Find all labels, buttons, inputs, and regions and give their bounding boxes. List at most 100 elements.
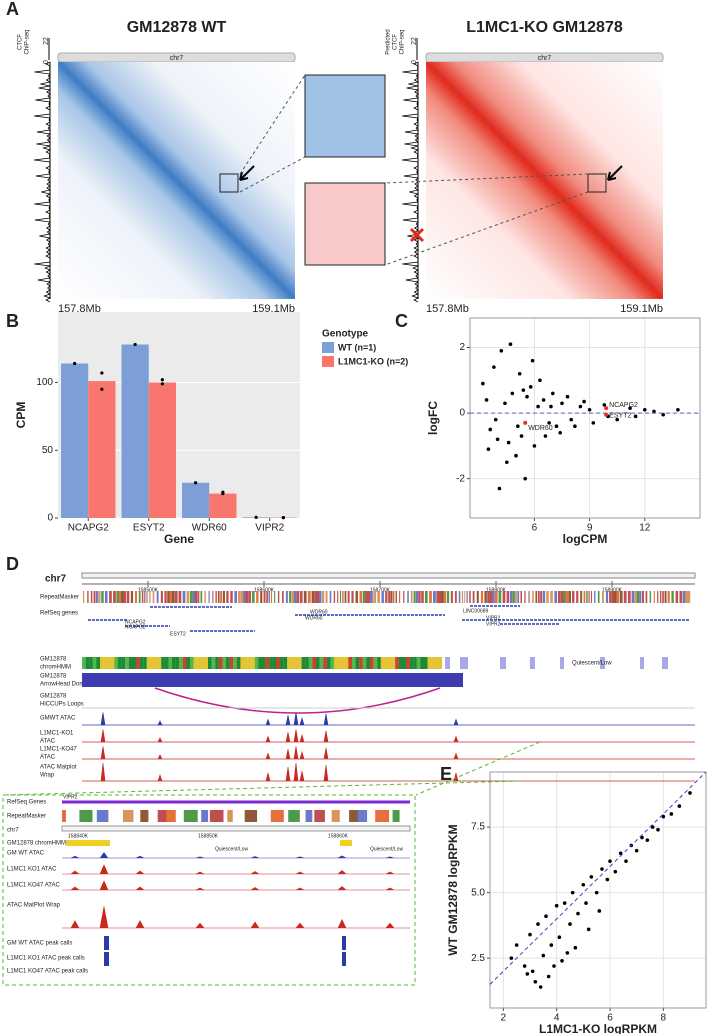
repeat xyxy=(260,591,263,603)
chromhmm-segment xyxy=(85,657,90,669)
repeat xyxy=(167,591,170,603)
repeat xyxy=(243,591,246,603)
track-label: ChIP-seq xyxy=(400,29,406,54)
chromhmm-segment xyxy=(125,657,129,669)
x-tick-label: WDR60 xyxy=(192,523,227,534)
chromhmm-segment xyxy=(204,657,209,669)
arrow xyxy=(607,165,623,181)
chromhmm-segment xyxy=(179,657,183,669)
point xyxy=(618,851,623,856)
ruler-label: 158860K xyxy=(328,833,349,839)
chrom-label: chr7 xyxy=(538,55,552,62)
chromhmm-segment xyxy=(460,657,468,669)
chromhmm-segment xyxy=(114,657,119,669)
plot-border xyxy=(489,771,707,1009)
zoom-box xyxy=(219,173,239,193)
point xyxy=(688,791,692,795)
point xyxy=(624,859,628,863)
repeat xyxy=(377,591,380,603)
point xyxy=(602,403,607,407)
repeat xyxy=(572,591,575,603)
track-label: chr7 xyxy=(7,828,19,834)
track-label: L1MC1 KO1 ATAC peak calls xyxy=(7,956,85,962)
scale-min: 0 xyxy=(411,60,418,64)
point xyxy=(530,358,535,363)
point xyxy=(499,348,504,353)
repeat xyxy=(436,591,440,603)
chromhmm-segment xyxy=(193,657,198,669)
repeat xyxy=(461,591,464,603)
repeat xyxy=(443,591,447,603)
repeat xyxy=(480,591,484,603)
chromhmm-segment xyxy=(240,657,245,669)
repeat xyxy=(542,591,546,603)
gene-label: VIPR2 xyxy=(486,621,501,627)
repeat xyxy=(365,591,369,603)
coord-start: 157.8Mb xyxy=(426,303,469,315)
repeat xyxy=(270,810,284,822)
repeat xyxy=(141,591,144,603)
chromhmm-segment xyxy=(308,657,313,669)
point xyxy=(497,486,502,491)
repeat xyxy=(671,591,674,603)
point xyxy=(546,974,551,979)
repeat xyxy=(357,810,368,822)
chromhmm-segment xyxy=(500,657,506,669)
repeat xyxy=(101,591,104,603)
bar xyxy=(148,382,176,518)
repeat xyxy=(550,591,553,603)
chromhmm-segment xyxy=(139,657,144,669)
y-tick-label: 2 xyxy=(459,342,465,353)
repeat xyxy=(215,591,217,603)
repeat xyxy=(217,591,220,603)
repeat xyxy=(370,591,373,603)
repeat xyxy=(288,810,300,822)
repeat xyxy=(392,591,395,603)
chromhmm-segment xyxy=(395,657,399,669)
repeat xyxy=(331,810,340,822)
track-label: RepeatMasker xyxy=(40,595,79,601)
y-axis-title: CPM xyxy=(14,402,28,429)
repeat xyxy=(388,591,391,603)
repeat xyxy=(116,591,120,603)
chromhmm-segment xyxy=(298,657,302,669)
point xyxy=(523,476,527,481)
atac-signal xyxy=(62,906,410,929)
chromhmm-segment xyxy=(388,657,392,669)
zoom-line xyxy=(3,780,521,796)
chromhmm-segment xyxy=(406,657,410,669)
point xyxy=(503,401,507,406)
repeat xyxy=(362,591,366,603)
repeat xyxy=(314,810,325,822)
point xyxy=(536,404,540,409)
repeat xyxy=(489,591,493,603)
chromhmm-segment xyxy=(92,657,97,669)
chromhmm-segment xyxy=(190,657,194,669)
replicate-point xyxy=(194,481,198,485)
repeat xyxy=(392,810,400,822)
chromhmm-segment xyxy=(373,657,378,669)
track-label: GM12878 xyxy=(40,694,67,700)
repeat xyxy=(266,591,268,603)
repeat xyxy=(293,591,297,603)
zoom-line xyxy=(239,74,306,175)
repeat xyxy=(289,591,292,603)
x-axis-title: logCPM xyxy=(563,532,608,546)
repeat xyxy=(113,591,116,603)
x-tick-label: 6 xyxy=(607,1013,613,1024)
chromhmm-segment xyxy=(150,657,155,669)
repeat xyxy=(662,591,664,603)
point xyxy=(594,890,599,895)
point xyxy=(528,385,533,389)
repeat xyxy=(514,591,517,603)
gene-label: WDR60 xyxy=(305,615,323,621)
point xyxy=(538,378,542,383)
chromhmm-segment xyxy=(380,657,385,669)
repeat xyxy=(166,810,176,822)
atac-signal xyxy=(62,864,410,875)
repeat xyxy=(580,591,583,603)
atac-signal xyxy=(82,746,695,760)
repeat xyxy=(675,591,679,603)
repeat xyxy=(613,591,617,603)
chromhmm-segment xyxy=(355,657,360,669)
